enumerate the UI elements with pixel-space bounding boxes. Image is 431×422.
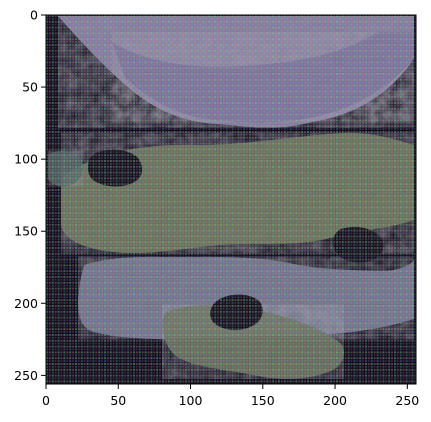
y-tick-label: 0 [30, 8, 38, 23]
x-tick-label: 0 [42, 393, 50, 408]
y-tick-label: 150 [14, 224, 38, 239]
x-tick-label: 150 [251, 393, 275, 408]
y-tick-label: 100 [14, 152, 38, 167]
y-axis: 0 50 100 150 200 250 [14, 8, 46, 383]
x-axis: 0 50 100 150 200 250 [42, 384, 419, 408]
x-tick-label: 100 [179, 393, 203, 408]
x-tick-label: 200 [323, 393, 347, 408]
x-tick-label: 250 [395, 393, 419, 408]
y-tick-label: 200 [14, 296, 38, 311]
y-tick-label: 50 [22, 80, 38, 95]
y-tick-label: 250 [14, 368, 38, 383]
x-tick-label: 50 [110, 393, 126, 408]
image-plot-area [46, 15, 416, 384]
